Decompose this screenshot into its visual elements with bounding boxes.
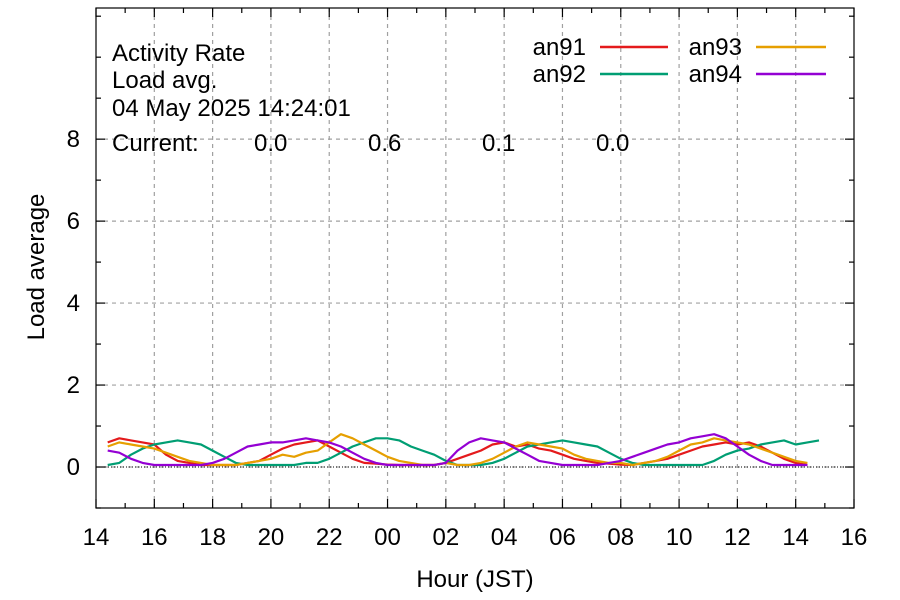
x-tick-label: 14	[83, 524, 110, 551]
x-axis-label: Hour (JST)	[416, 566, 533, 593]
x-tick-label: 16	[841, 524, 868, 551]
current-value-an93: 0.1	[482, 130, 515, 157]
axis-ticks	[95, 8, 855, 509]
y-tick-label: 6	[67, 208, 80, 235]
current-value-an91: 0.0	[254, 130, 287, 157]
y-tick-label: 4	[67, 290, 80, 317]
x-tick-label: 14	[782, 524, 809, 551]
current-value-an94: 0.0	[596, 130, 629, 157]
y-axis-label: Load average	[23, 194, 50, 341]
x-tick-label: 10	[666, 524, 693, 551]
chart-title-line-2: Load avg.	[112, 67, 217, 94]
series-lines	[107, 433, 820, 467]
y-tick-label: 2	[67, 372, 80, 399]
legend-label-an91: an91	[533, 34, 586, 61]
x-tick-label: 02	[432, 524, 459, 551]
legend-label-an94: an94	[689, 61, 742, 88]
legend: an91 an92 an93 an94	[533, 34, 826, 88]
x-tick-label: 18	[199, 524, 226, 551]
x-tick-label: 08	[607, 524, 634, 551]
x-tick-label: 06	[549, 524, 576, 551]
x-tick-label: 00	[374, 524, 401, 551]
chart-info-block: Activity Rate Load avg. 04 May 2025 14:2…	[112, 40, 629, 157]
x-tick-label: 12	[724, 524, 751, 551]
legend-label-an93: an93	[689, 34, 742, 61]
chart-timestamp: 04 May 2025 14:24:01	[112, 95, 351, 122]
series-line-an94	[107, 433, 808, 467]
x-tick-label: 20	[258, 524, 285, 551]
current-label: Current:	[112, 130, 199, 157]
chart-title-line-1: Activity Rate	[112, 40, 245, 67]
current-value-an92: 0.6	[368, 130, 401, 157]
y-tick-label: 8	[67, 126, 80, 153]
series-line-an92	[107, 437, 820, 467]
x-tick-label: 04	[491, 524, 518, 551]
series-line-an93	[107, 433, 808, 467]
legend-label-an92: an92	[533, 61, 586, 88]
y-tick-label: 0	[67, 454, 80, 481]
x-tick-label: 16	[141, 524, 168, 551]
x-tick-label: 22	[316, 524, 343, 551]
